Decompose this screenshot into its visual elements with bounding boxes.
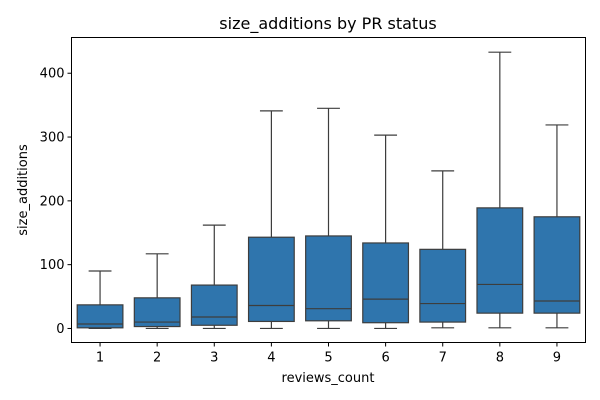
x-tick-label: 9 (553, 351, 561, 366)
box-group-2 (133, 253, 181, 330)
box-iqr (533, 216, 581, 314)
box-iqr (76, 304, 124, 329)
box-group-7 (419, 170, 467, 329)
box-iqr (247, 236, 295, 323)
box-group-1 (76, 270, 124, 330)
x-tick-label: 3 (210, 351, 218, 366)
box-group-9 (533, 124, 581, 329)
box-iqr (362, 242, 410, 324)
chart-title: size_additions by PR status (219, 14, 436, 34)
x-tick-label: 2 (153, 351, 161, 366)
x-tick-label: 5 (324, 351, 332, 366)
y-axis-label: size_additions (16, 144, 31, 236)
box-iqr (476, 207, 524, 314)
y-tick-label: 400 (40, 67, 65, 82)
box-group-6 (362, 134, 410, 330)
box-group-5 (305, 107, 352, 330)
box-group-4 (247, 110, 295, 330)
x-tick-label: 1 (96, 351, 104, 366)
y-axis: 0 100 200 300 400 (40, 67, 72, 337)
box-iqr (419, 248, 467, 323)
box-group-8 (476, 51, 524, 329)
x-axis-label: reviews_count (282, 371, 375, 386)
x-tick-label: 7 (439, 351, 447, 366)
y-tick-label: 200 (40, 194, 65, 209)
plot-area (76, 51, 581, 330)
y-tick-label: 300 (40, 131, 65, 146)
box-group-3 (190, 224, 238, 330)
box-iqr (190, 284, 238, 326)
box-iqr (305, 235, 352, 322)
x-axis: 1 2 3 4 5 6 7 8 9 (96, 342, 561, 366)
y-tick-label: 0 (56, 322, 64, 337)
x-tick-label: 6 (381, 351, 389, 366)
x-tick-label: 4 (267, 351, 275, 366)
x-tick-label: 8 (496, 351, 504, 366)
y-tick-label: 100 (40, 258, 65, 273)
